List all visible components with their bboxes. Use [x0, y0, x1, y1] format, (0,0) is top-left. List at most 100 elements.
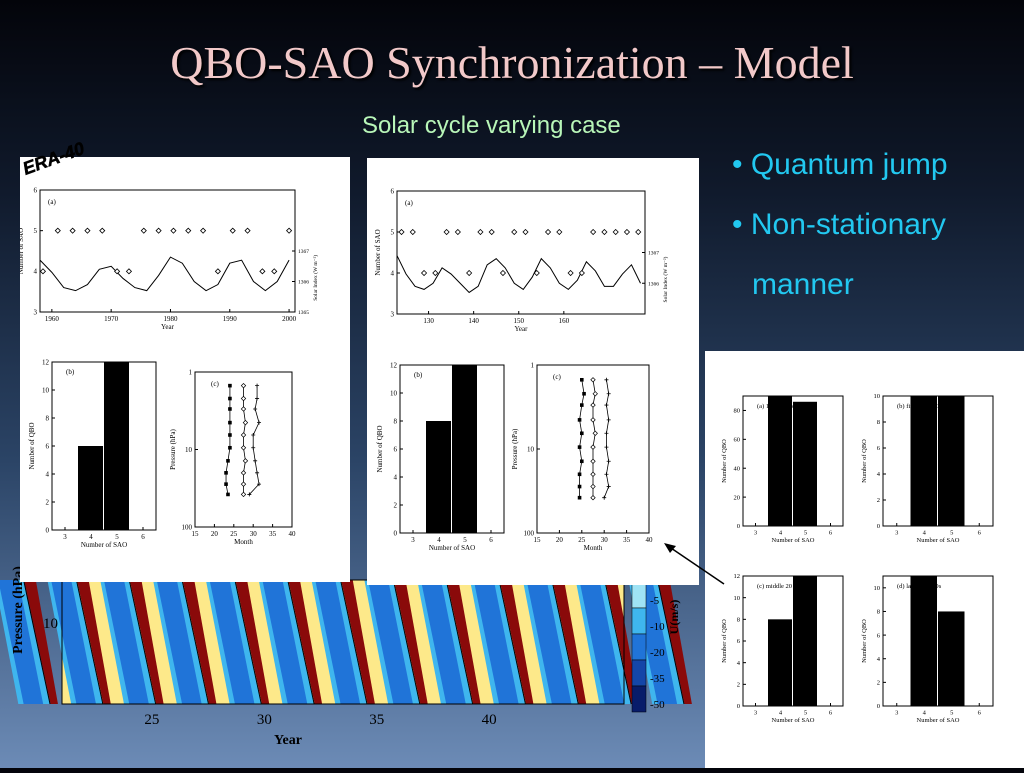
- era40-a-ylabel: Number of SAO: [20, 228, 25, 274]
- era40-c-marker-square: [224, 482, 228, 486]
- era40-b-xlabel: Number of SAO: [81, 541, 127, 549]
- model-a-axes: 130 140 150 160 3 4 5 6 Year Number of SAO (a) 1366…: [374, 187, 669, 333]
- uwind-zero-contour: [445, 579, 474, 705]
- era40-a-sao-point: [229, 227, 236, 234]
- model-c-series-line: [579, 379, 585, 498]
- model-a-sao-point: [567, 269, 574, 277]
- uwind-colorbar-segment: [631, 659, 647, 687]
- qbo-b-xlabel: Number of SAO: [917, 537, 960, 544]
- model-panel: 130 140 150 160 3 4 5 6 Year Number of SAO (a) 1366…: [367, 158, 699, 585]
- era40-a-ytick-label: 5: [34, 227, 38, 235]
- era40-b-ytick-label: 12: [42, 358, 50, 366]
- era40-c-ytick-label: 10: [185, 446, 193, 454]
- qbo-a-bar: [768, 396, 792, 526]
- uwind-zero-contour: [75, 579, 104, 705]
- qbo-a-xtick-label: 6: [829, 530, 833, 537]
- qbo-d-xtick-label: 4: [923, 710, 927, 717]
- model-c-marker-diamond: [590, 483, 596, 490]
- bullet-manner: manner: [752, 268, 854, 301]
- model-c-series-line: [603, 379, 610, 498]
- era40-c-marker-diamond: [240, 395, 247, 402]
- era40-c-marker-diamond: [242, 458, 249, 464]
- model-a-ytick-label: 4: [391, 269, 395, 277]
- qbo-d-ytick-label: 10: [874, 585, 881, 592]
- qbo-b-ytick-label: 8: [877, 419, 880, 426]
- uwind-colorbar-title: U(m/s): [667, 600, 681, 635]
- qbo-b-ytick-label: 0: [877, 523, 880, 530]
- model-c-marker-diamond: [590, 458, 596, 464]
- qbo-c-ytick-label: 4: [737, 660, 741, 667]
- model-b-bar: [452, 365, 477, 533]
- uwind-easterly-core: [156, 580, 202, 704]
- uwind-ylabel: Pressure (hPa): [11, 566, 26, 654]
- qbo-d-ytick-label: 6: [877, 632, 881, 639]
- qbo-d-ytick-label: 0: [877, 703, 880, 710]
- model-c-marker-square: [577, 484, 582, 489]
- model-a-sao-point: [623, 228, 631, 236]
- model-c-marker-square: [577, 495, 582, 500]
- uwind-easterly-core: [262, 580, 308, 704]
- uwind-colorbar-label: -5: [650, 595, 660, 607]
- era40-c-marker-square: [228, 407, 232, 411]
- model-a-sao-point: [466, 269, 473, 277]
- qbo-c-xtick-label: 4: [779, 710, 783, 717]
- era40-c-marker-plus: [255, 396, 260, 401]
- uwind-zero-contour: [287, 579, 315, 705]
- era40-c-marker-diamond: [242, 419, 249, 426]
- model-a-sao-point: [398, 228, 405, 236]
- qbo-d-ylabel: Number of QBO: [861, 619, 868, 663]
- model-b-xtick-label: 5: [463, 536, 467, 544]
- era40-c-marker-square: [228, 433, 232, 437]
- qbo-b-xtick-label: 4: [923, 530, 927, 537]
- model-c-marker-diamond: [592, 430, 598, 436]
- era40-a-frame: [39, 189, 296, 313]
- uwind-westerly-band: [341, 580, 375, 704]
- era40-c-marker-plus: [247, 492, 252, 497]
- model-c-marker-diamond: [590, 495, 596, 501]
- era40-c-marker-plus: [257, 482, 262, 487]
- qbo-d-ytick-label: 2: [877, 680, 880, 687]
- model-c-marker-plus: [604, 403, 609, 408]
- era40-a-ytick-label: 6: [34, 186, 38, 194]
- model-b-ytick-label: 12: [390, 361, 398, 369]
- model-c-marker-plus: [604, 445, 609, 450]
- qbo-c-xtick-label: 5: [804, 710, 807, 717]
- era40-b-ytick-label: 0: [46, 526, 50, 534]
- era40-c-series-line: [243, 385, 246, 495]
- model-c-marker-plus: [606, 484, 611, 489]
- era40-c-marker-plus: [251, 445, 256, 450]
- uwind-westerly-band: [24, 580, 58, 704]
- model-c-marker-diamond: [592, 391, 598, 397]
- era40-a-panel-label: (a): [48, 198, 56, 206]
- uwind-zero-contour: [498, 579, 526, 705]
- qbo-c-ytick-label: 0: [737, 703, 740, 710]
- model-c-marker-square: [580, 377, 584, 382]
- uwind-colorbar-label: -20: [650, 647, 665, 659]
- era40-c-marker-diamond: [240, 406, 247, 412]
- era40-a-solar-line: [39, 256, 290, 292]
- uwind-zero-contour: [340, 579, 368, 705]
- uwind-westerly-band: [182, 580, 217, 704]
- qbo-c-bar: [793, 576, 817, 706]
- model-c-series-line: [592, 379, 596, 498]
- qbo-b-bar: [938, 396, 965, 526]
- model-b-ytick-label: 10: [390, 389, 398, 397]
- model-a-xtick-label: 160: [559, 317, 570, 325]
- model-a-sao-point: [488, 228, 495, 236]
- uwind-westerly-band: [499, 580, 534, 704]
- model-a-ylabel: Number of SAO: [374, 229, 382, 275]
- model-c-ytick-label: 10: [527, 445, 535, 453]
- era40-a-ytick-label: 4: [34, 268, 38, 276]
- qbo-d-xtick-label: 3: [895, 710, 898, 717]
- model-a-xlabel: Year: [515, 325, 529, 333]
- uwind-colorbar-segment: [631, 633, 647, 661]
- era40-c-xlabel: Month: [234, 538, 253, 546]
- era40-a-ytick-label: 3: [34, 308, 38, 316]
- model-c-marker-square: [582, 391, 586, 396]
- era40-a-y2tick-label: 1367: [298, 249, 309, 255]
- model-a-sao-point: [522, 228, 529, 236]
- uwind-zero-contour: [604, 579, 632, 705]
- model-c-marker-plus: [604, 472, 609, 477]
- era40-a-sao-point: [54, 227, 61, 234]
